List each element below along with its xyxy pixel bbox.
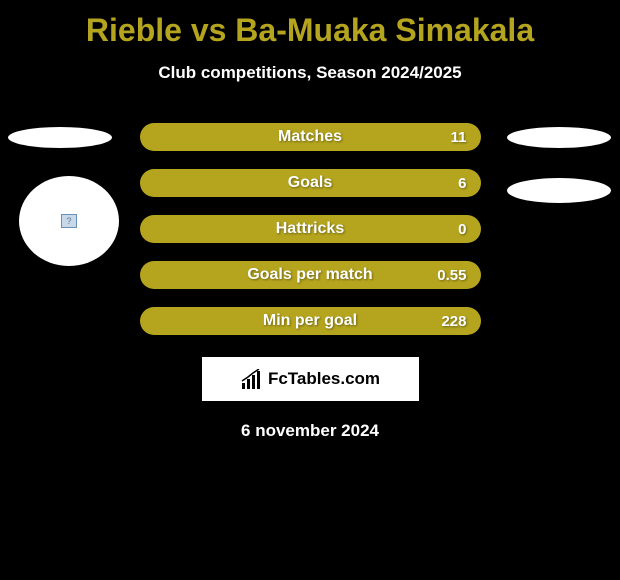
page-title: Rieble vs Ba-Muaka Simakala	[0, 0, 620, 49]
stat-value: 6	[458, 175, 466, 192]
stat-label: Goals per match	[247, 266, 372, 284]
stat-value: 228	[441, 313, 466, 330]
stat-value: 0	[458, 221, 466, 238]
stat-row-hattricks: Hattricks 0	[140, 215, 481, 243]
stat-label: Min per goal	[263, 312, 357, 330]
date-text: 6 november 2024	[0, 421, 620, 441]
chart-icon	[240, 369, 264, 389]
page-subtitle: Club competitions, Season 2024/2025	[0, 63, 620, 83]
decorative-ellipse-right-1	[507, 127, 611, 148]
stat-row-min-per-goal: Min per goal 228	[140, 307, 481, 335]
decorative-ellipse-left-1	[8, 127, 112, 148]
stat-row-goals-per-match: Goals per match 0.55	[140, 261, 481, 289]
decorative-circle-left: ?	[19, 176, 119, 266]
placeholder-icon: ?	[61, 214, 77, 228]
stat-row-matches: Matches 11	[140, 123, 481, 151]
stat-label: Goals	[288, 174, 332, 192]
decorative-ellipse-right-2	[507, 178, 611, 203]
stat-label: Hattricks	[276, 220, 344, 238]
stat-row-goals: Goals 6	[140, 169, 481, 197]
logo-text: FcTables.com	[268, 369, 380, 389]
stat-value: 0.55	[437, 267, 466, 284]
stat-label: Matches	[278, 128, 342, 146]
logo-box: FcTables.com	[202, 357, 419, 401]
stat-value: 11	[451, 129, 467, 146]
